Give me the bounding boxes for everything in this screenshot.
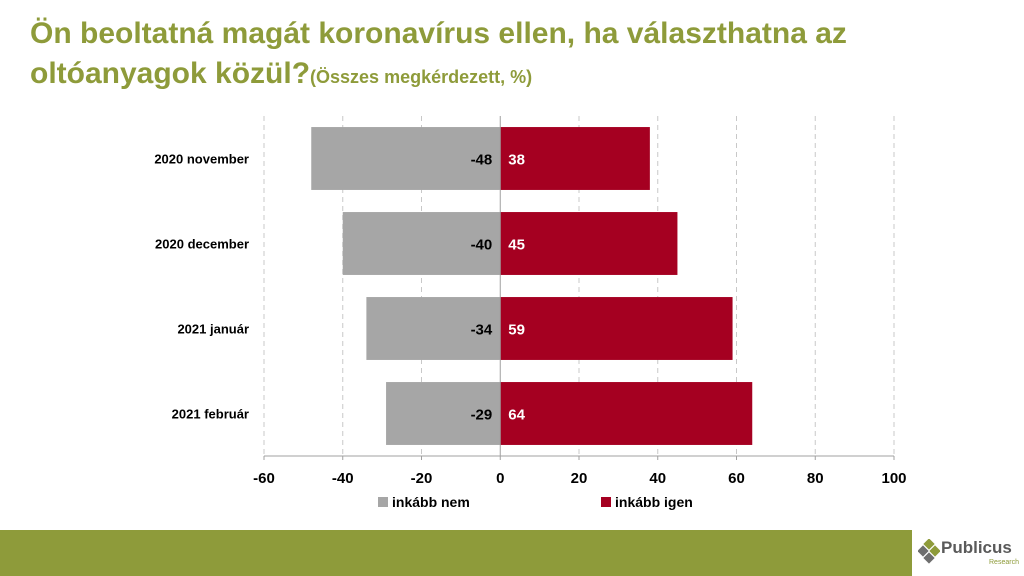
diverging-bar-chart: -48 38 2020 november -40 45 2020 december -34 5… — [154, 116, 907, 510]
x-tick-label: 20 — [571, 470, 588, 487]
x-tick-label: 100 — [881, 470, 906, 487]
bar-inkabb-nem — [386, 382, 501, 445]
category-label: 2021 január — [177, 322, 249, 337]
bar-inkabb-nem — [311, 127, 501, 190]
data-label-inkabb-igen: 64 — [508, 407, 525, 424]
legend-label: inkább nem — [392, 494, 470, 510]
x-tick-label: -20 — [411, 470, 433, 487]
legend-swatch — [601, 497, 611, 507]
data-label-inkabb-igen: 38 — [508, 152, 525, 169]
x-tick-label: 0 — [496, 470, 504, 487]
legend-label: inkább igen — [615, 494, 693, 510]
bar-inkabb-igen — [500, 127, 650, 190]
legend-swatch — [378, 497, 388, 507]
bar-inkabb-nem — [366, 297, 501, 360]
data-label-inkabb-nem: -34 — [471, 322, 493, 339]
page-title: Ön beoltatná magát koronavírus ellen, ha… — [30, 14, 990, 97]
category-label: 2021 február — [172, 407, 249, 422]
bar-inkabb-nem — [342, 212, 501, 275]
logo-wordmark: Publicus — [941, 538, 1012, 557]
data-label-inkabb-igen: 59 — [508, 322, 525, 339]
x-tick-label: 40 — [649, 470, 666, 487]
title-subtitle: (Összes megkérdezett, %) — [310, 67, 533, 87]
bar-inkabb-igen — [500, 297, 733, 360]
category-label: 2020 december — [155, 237, 249, 252]
footer-band — [0, 530, 912, 576]
publicus-logo-icon — [918, 539, 940, 564]
bar-inkabb-igen — [500, 212, 678, 275]
data-label-inkabb-nem: -48 — [471, 152, 493, 169]
data-label-inkabb-igen: 45 — [508, 237, 525, 254]
category-label: 2020 november — [154, 152, 249, 167]
x-tick-label: 80 — [807, 470, 824, 487]
x-tick-label: 60 — [728, 470, 745, 487]
data-label-inkabb-nem: -40 — [471, 237, 493, 254]
x-tick-label: -40 — [332, 470, 354, 487]
title-main: Ön beoltatná magát koronavírus ellen, ha… — [30, 17, 847, 90]
publicus-logo: Publicus Research — [918, 535, 1022, 573]
x-tick-label: -60 — [253, 470, 275, 487]
bar-inkabb-igen — [500, 382, 753, 445]
logo-tagline: Research — [989, 559, 1019, 566]
data-label-inkabb-nem: -29 — [471, 407, 493, 424]
